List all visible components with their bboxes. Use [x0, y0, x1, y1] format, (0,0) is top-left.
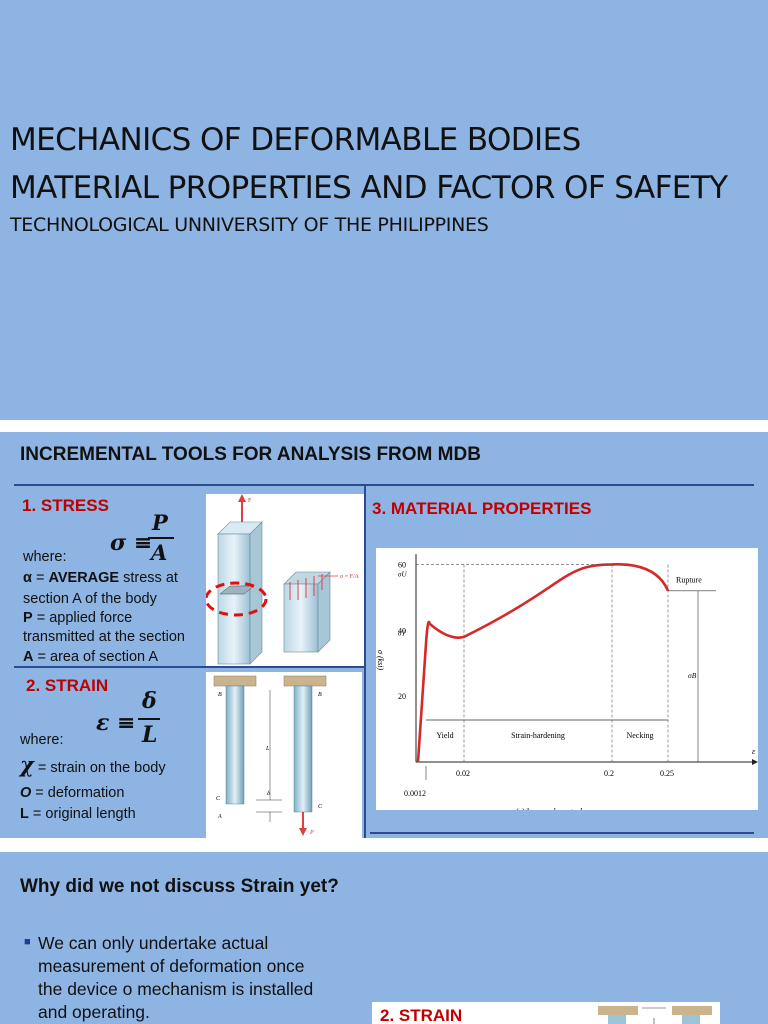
y-tick-label: 60 — [398, 560, 406, 569]
y-tick-label: 40 — [398, 626, 406, 635]
title-slide: MECHANICS OF DEFORMABLE BODIES MATERIAL … — [0, 0, 768, 420]
alpha-symbol: α — [23, 570, 32, 586]
divider-bottom-right — [370, 832, 754, 834]
chart-static-layer: σ (ksi) ε — [376, 554, 758, 765]
chi-symbol: χ — [20, 752, 34, 777]
fig-label-c2: C — [318, 804, 323, 810]
thumb-rods-icon — [598, 1006, 712, 1024]
stress-line1: α = AVERAGE stress at — [23, 570, 178, 586]
x-axis-arrow — [752, 759, 758, 765]
bullet-square-icon: ■ — [24, 936, 31, 948]
stress-figure: F σ = F/A — [204, 494, 364, 666]
stress-line4: transmitted at the section — [23, 629, 185, 645]
strain-where: where: — [20, 732, 64, 748]
stress-line3: P = applied force — [23, 610, 133, 626]
slide2-title: INCREMENTAL TOOLS FOR ANALYSIS FROM MDB — [20, 444, 481, 465]
stress-line5: A = area of section A — [23, 649, 159, 665]
strain-formula-num: δ — [142, 688, 157, 714]
strain-formula-lhs: ε ≡ — [96, 710, 136, 736]
y-tick-label: 20 — [398, 692, 406, 701]
fraction-bar — [138, 718, 160, 720]
stress-formula-lhs: σ ≡ — [110, 530, 153, 556]
bullet-line-4: and operating. — [38, 1002, 150, 1022]
strain-figure: B B C C A L δ P — [206, 672, 362, 838]
annotation-sigma-b: σB — [688, 671, 697, 680]
stress-strain-svg: σ (ksi) ε 20 40 60 σY σU 0.0012 0.02 0.2 0.25 Yie… — [376, 554, 758, 816]
divider-horizontal — [14, 484, 754, 486]
fraction-bar — [148, 537, 174, 539]
y-sub-label: σU — [398, 570, 407, 578]
x-tick-label: 0.0012 — [404, 789, 426, 798]
stress-formula-num: P — [152, 510, 168, 535]
region-label: Strain-hardening — [511, 731, 565, 740]
slide3-title: Why did we not discuss Strain yet? — [20, 876, 339, 897]
thumb-strain-heading: 2. STRAIN — [380, 1006, 463, 1024]
stress-formula: σ ≡ P A — [110, 510, 190, 570]
question-slide: Why did we not discuss Strain yet? ■ We … — [0, 852, 768, 1024]
fig-label-delta: δ — [267, 791, 270, 797]
x-tick-label: 0.25 — [660, 769, 674, 778]
bullet-line-3: the device o mechanism is installed — [38, 979, 314, 999]
strain-line3: L = original length — [20, 806, 136, 822]
slide-title-line2: MATERIAL PROPERTIES AND FACTOR OF SAFETY — [10, 170, 728, 206]
fig-label-p: P — [309, 830, 314, 836]
material-heading: 3. MATERIAL PROPERTIES — [372, 499, 592, 518]
bullet-text: We can only undertake actual measurement… — [38, 932, 313, 1024]
x-tick-label: 0.02 — [456, 769, 470, 778]
fig-label-a: A — [217, 814, 222, 820]
annotation-rupture: Rupture — [676, 575, 702, 584]
x-tick-label: 0.2 — [604, 769, 614, 778]
divider-vertical — [364, 486, 366, 838]
region-label: Yield — [436, 731, 453, 740]
slide-subtitle: TECHNOLOGICAL UNNIVERSITY OF THE PHILIPP… — [10, 214, 489, 236]
strain-formula-den: L — [142, 722, 158, 748]
stress-formula-den: A — [151, 540, 168, 565]
bullet-line-1: We can only undertake actual — [38, 933, 269, 953]
y-axis-label: σ (ksi) — [376, 650, 385, 670]
strain-line2: O = deformation — [20, 785, 125, 801]
region-label: Necking — [626, 731, 653, 740]
fig-label-f: F — [248, 498, 252, 504]
stress-strain-chart: σ (ksi) ε 20 40 60 σY σU 0.0012 0.02 0.2 0.25 Yie… — [376, 548, 758, 816]
stress-line2: section A of the body — [23, 591, 157, 607]
fig-label-c1: C — [216, 796, 221, 802]
fig-label-l: L — [265, 746, 270, 752]
x-axis-label: ε — [752, 747, 756, 756]
stress-bar-illustration: F σ = F/A — [204, 494, 360, 665]
chart-dynamic-layer: 20 40 60 σY σU 0.0012 0.02 0.2 0.25 Yield Strain-h… — [398, 560, 716, 816]
divider-stress-strain — [14, 666, 364, 668]
strain-thumbnail: 2. STRAIN — [372, 1002, 720, 1024]
slide-gap-2 — [0, 838, 768, 852]
series-curve — [416, 563, 670, 763]
fig-label-b1: B — [218, 692, 222, 698]
slide-gap-1 — [0, 420, 768, 432]
strain-line1: χ = strain on the body — [20, 752, 166, 777]
tools-slide: INCREMENTAL TOOLS FOR ANALYSIS FROM MDB … — [0, 432, 768, 838]
chart-caption: (a) Low-carbon steel — [516, 807, 583, 810]
fig-label-sigma: σ = F/A — [340, 574, 360, 580]
stress-heading: 1. STRESS — [22, 496, 109, 515]
strain-heading: 2. STRAIN — [26, 676, 109, 695]
stress-where: where: — [23, 549, 67, 565]
bullet-line-2: measurement of deformation once — [38, 956, 305, 976]
strain-formula: ε ≡ δ L — [96, 688, 176, 754]
strain-rods-illustration: B B C C A L δ P — [213, 675, 327, 836]
fig-label-b2: B — [318, 692, 322, 698]
slide-title-line1: MECHANICS OF DEFORMABLE BODIES — [10, 122, 581, 158]
y-sub-label: σY — [398, 630, 406, 638]
